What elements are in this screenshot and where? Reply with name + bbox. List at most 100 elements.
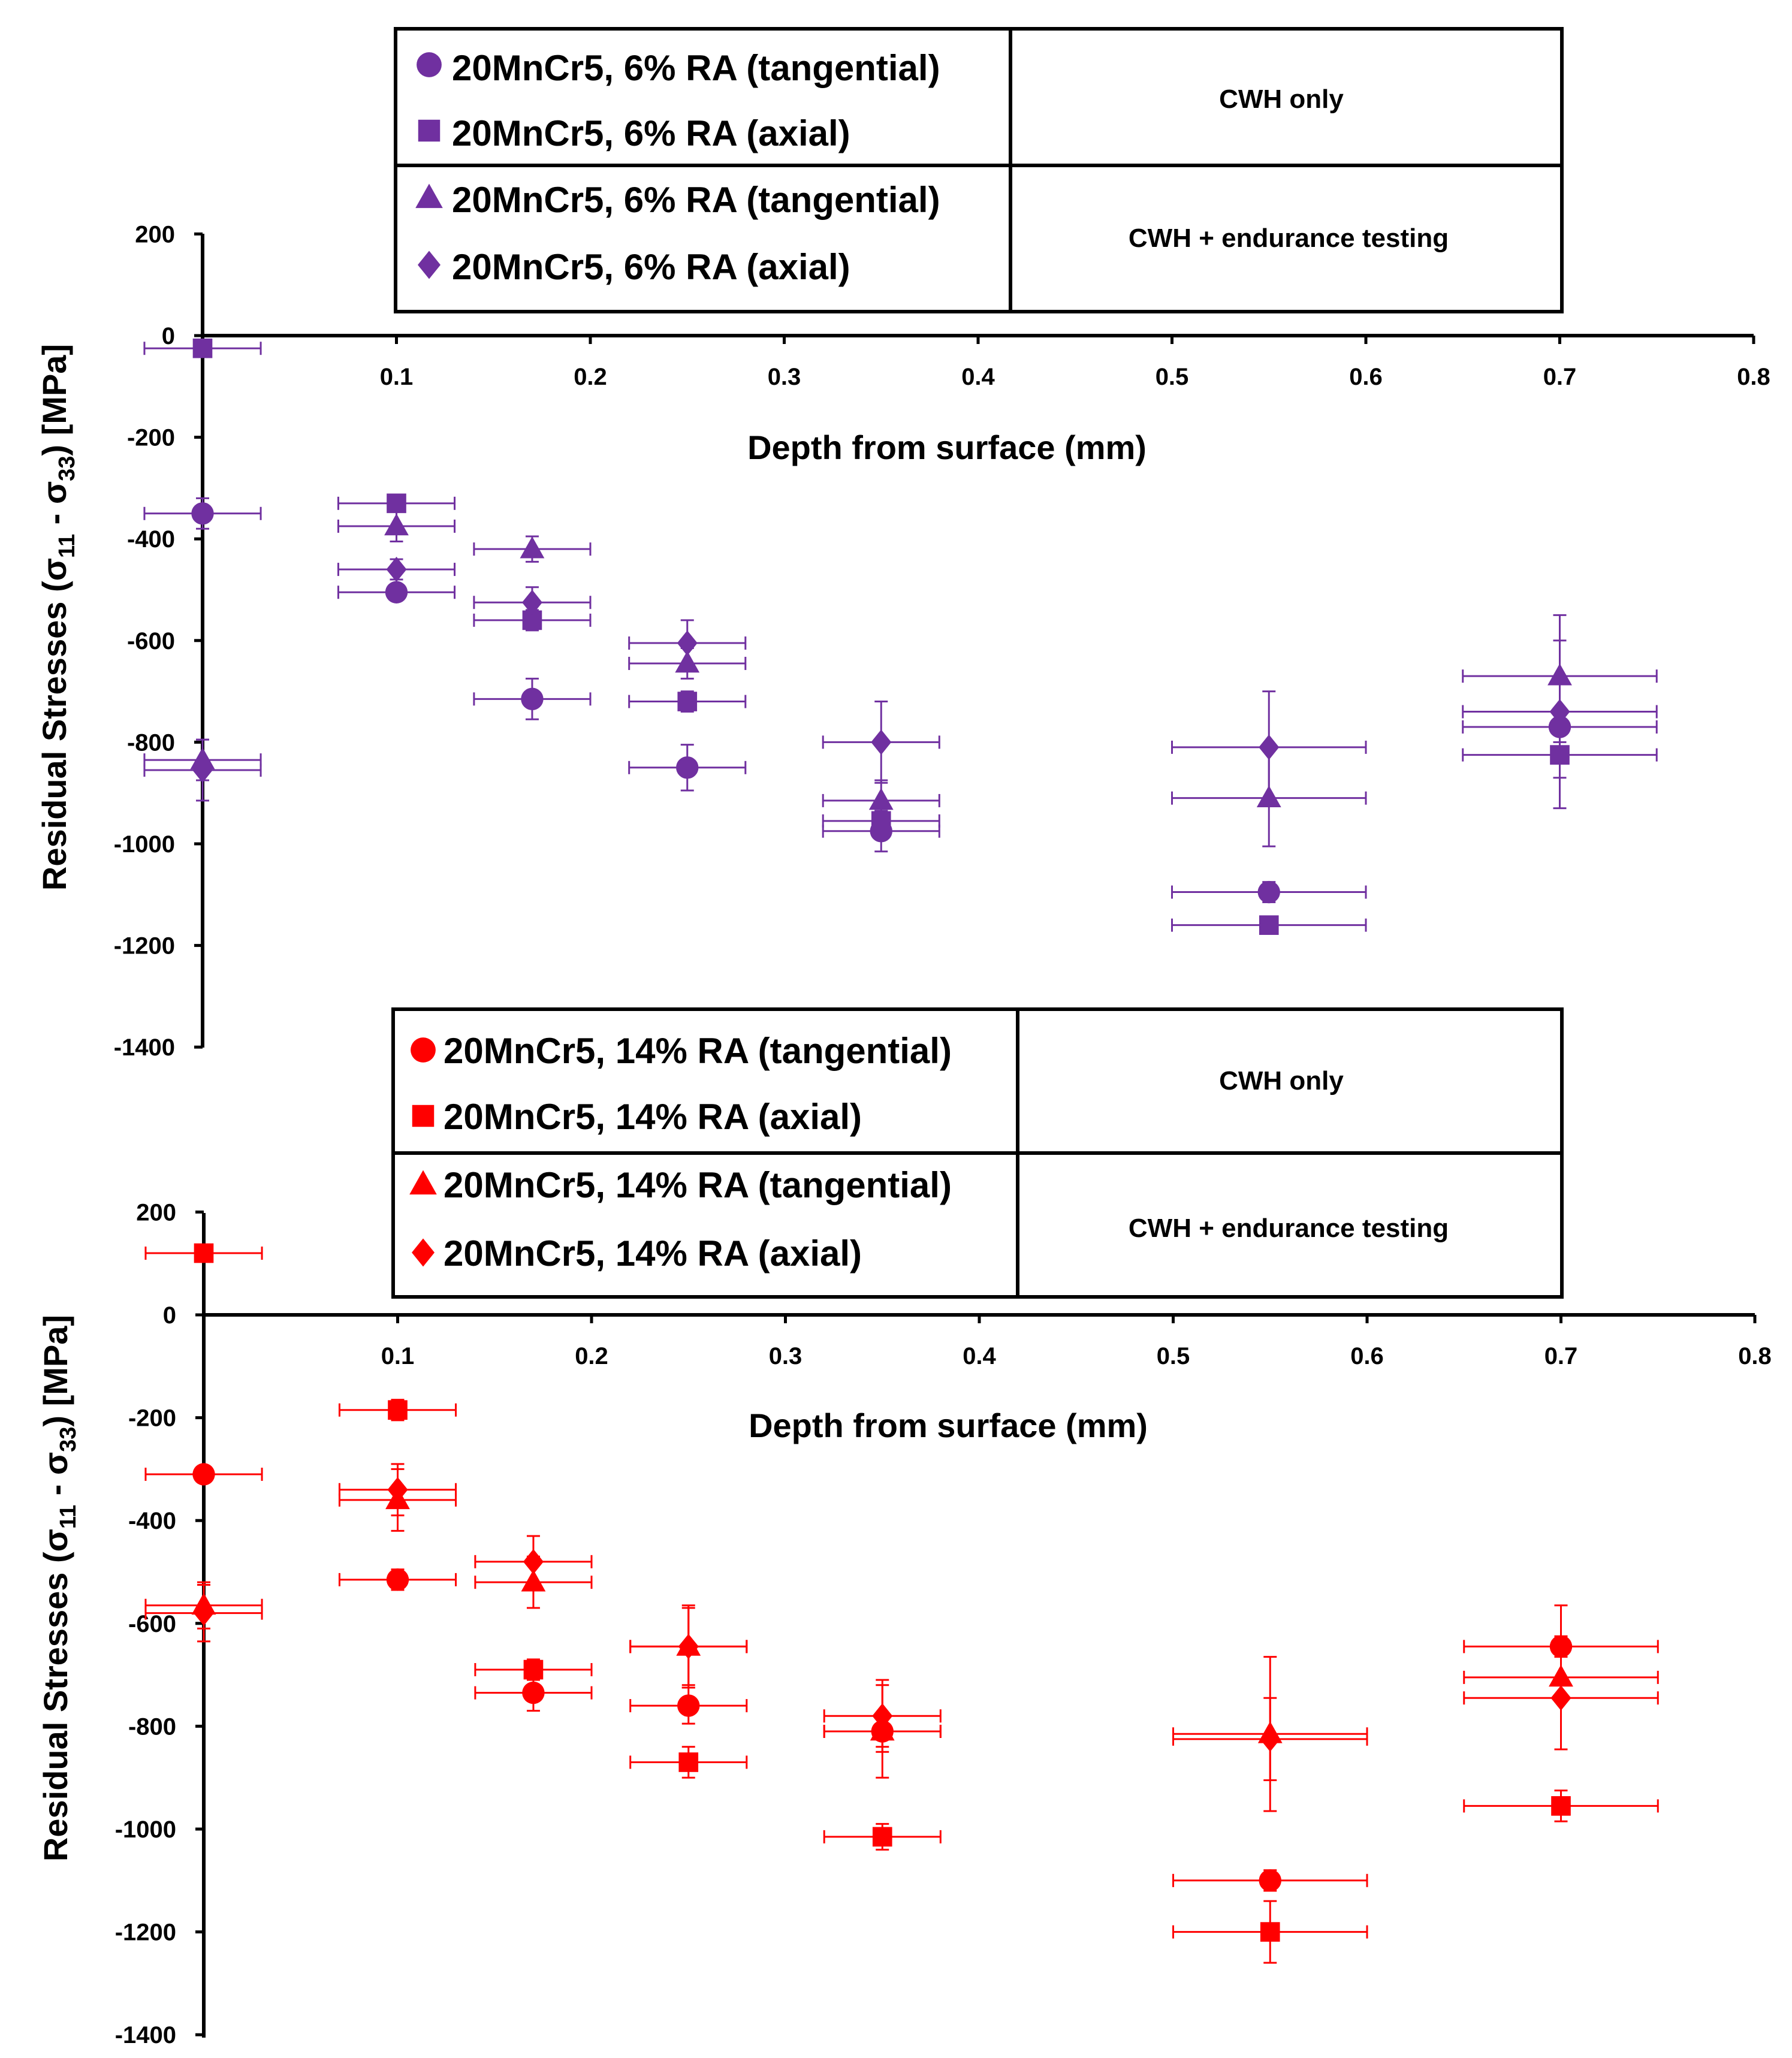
y-axis-label: Residual Stresses (σ11 - σ33) [MPa] — [37, 1315, 81, 1861]
data-marker-square — [872, 1827, 892, 1847]
x-tick-label: 0.6 — [1349, 364, 1383, 390]
legend-marker-square — [412, 1105, 435, 1127]
x-tick-label: 0.3 — [769, 1343, 803, 1369]
data-point — [474, 1658, 593, 1681]
data-marker-triangle — [520, 536, 545, 559]
legend-marker-triangle — [415, 183, 443, 209]
data-point — [628, 619, 747, 667]
legend-entry-tangential-endurance: 20MnCr5, 6% RA (tangential) — [452, 180, 940, 220]
x-tick-label: 0.5 — [1156, 364, 1189, 390]
legend-marker-diamond — [418, 251, 441, 279]
data-marker-square — [1551, 1796, 1571, 1816]
chart-top: 20MnCr5, 6% RA (tangential) 20MnCr5, 6% … — [35, 27, 1770, 1061]
data-point — [1463, 1790, 1659, 1822]
data-marker-diamond — [521, 590, 542, 615]
y-axis-label: Residual Stresses (σ11 - σ33) [MPa] — [35, 344, 80, 891]
data-marker-square — [1259, 915, 1279, 935]
data-marker-square — [678, 1752, 699, 1772]
y-axis-label-part: Residual Stresses (σ — [37, 1529, 74, 1861]
data-point — [337, 493, 456, 514]
legend-condition-cwh-endurance: CWH + endurance testing — [1129, 1214, 1449, 1243]
y-tick-label: -800 — [128, 1713, 176, 1740]
chart-bottom: 20MnCr5, 14% RA (tangential) 20MnCr5, 14… — [37, 1007, 1772, 2048]
y-tick-label: -400 — [128, 1508, 176, 1534]
legend-marker-triangle — [409, 1170, 437, 1195]
legend-marker-square — [418, 119, 441, 142]
data-marker-square — [1260, 1922, 1280, 1942]
legend-marker-circle — [411, 1037, 436, 1063]
y-axis-label-subscript: 33 — [55, 456, 80, 481]
x-tick-label: 0.7 — [1544, 1343, 1578, 1369]
data-point — [473, 586, 592, 619]
data-point — [823, 1679, 942, 1753]
y-tick-label: 200 — [136, 1199, 176, 1226]
legend-entry-tangential-cwh: 20MnCr5, 14% RA (tangential) — [444, 1031, 952, 1071]
data-marker-diamond — [677, 630, 698, 656]
data-point — [629, 1746, 748, 1779]
legend-entry-tangential-cwh: 20MnCr5, 6% RA (tangential) — [452, 48, 940, 88]
x-tick-label: 0.8 — [1738, 1343, 1772, 1369]
x-tick-label: 0.2 — [575, 1343, 608, 1369]
data-point — [1171, 880, 1367, 904]
data-marker-circle — [677, 1694, 700, 1717]
legend-entry-axial-cwh: 20MnCr5, 6% RA (axial) — [452, 113, 850, 153]
data-point — [473, 535, 592, 563]
x-axis-label: Depth from surface (mm) — [749, 1407, 1148, 1444]
data-marker-diamond — [871, 729, 892, 755]
data-marker-square — [677, 692, 698, 711]
legend-condition-cwh-only: CWH only — [1219, 1066, 1344, 1096]
data-marker-diamond — [678, 1634, 699, 1659]
legend-marker-square — [412, 1105, 435, 1127]
y-tick-label: -400 — [127, 526, 175, 553]
y-axis-label-part: ) [MPa] — [37, 1315, 74, 1427]
data-point — [144, 1243, 263, 1263]
data-point — [474, 1535, 593, 1589]
data-marker-circle — [522, 1681, 545, 1704]
x-tick-label: 0.5 — [1157, 1343, 1190, 1369]
data-point — [823, 1822, 942, 1851]
axes-top: 0.1 0.2 0.3 0.4 0.5 0.6 0.7 0.8 200 0 -2… — [35, 221, 1770, 1061]
data-marker-circle — [191, 502, 214, 525]
y-axis-label-part: - σ — [37, 1452, 74, 1505]
legend-marker-circle — [417, 52, 442, 77]
y-tick-label: -1200 — [115, 1920, 176, 1946]
x-tick-label: 0.4 — [963, 1343, 996, 1369]
plot-area-top — [143, 338, 1658, 935]
x-tick-label: 0.1 — [380, 364, 414, 390]
y-axis-label-subscript: 11 — [56, 1505, 81, 1529]
plot-area-bottom — [144, 1243, 1659, 1964]
data-point — [629, 1686, 748, 1725]
data-point — [1172, 1900, 1368, 1964]
data-marker-square — [523, 1659, 544, 1680]
data-marker-triangle — [868, 787, 894, 810]
y-tick-label: -200 — [127, 425, 175, 451]
data-marker-square — [194, 1243, 214, 1263]
y-tick-label: -600 — [127, 628, 175, 654]
data-marker-diamond — [1550, 1685, 1571, 1711]
data-marker-circle — [1257, 880, 1280, 904]
data-marker-diamond — [387, 1477, 408, 1502]
data-point — [1171, 915, 1367, 935]
data-marker-diamond — [1259, 734, 1280, 760]
legend-frame — [394, 27, 1564, 313]
y-tick-label: 0 — [163, 1302, 176, 1329]
data-point — [143, 738, 262, 802]
data-marker-diamond — [386, 557, 407, 583]
data-point — [628, 744, 747, 792]
data-point — [1462, 614, 1658, 810]
data-marker-circle — [1259, 1869, 1281, 1892]
legend-entry-axial-endurance: 20MnCr5, 14% RA (axial) — [444, 1233, 862, 1274]
x-tick-label: 0.6 — [1350, 1343, 1384, 1369]
legend-top: 20MnCr5, 6% RA (tangential) 20MnCr5, 6% … — [394, 27, 1564, 313]
data-point — [143, 497, 262, 530]
y-tick-label: 0 — [162, 323, 175, 349]
y-tick-label: -1400 — [114, 1034, 175, 1061]
y-tick-label: -800 — [127, 729, 175, 756]
y-axis-label-subscript: 11 — [55, 534, 80, 558]
legend-marker-triangle — [415, 183, 443, 209]
legend-condition-cwh-endurance: CWH + endurance testing — [1129, 224, 1449, 253]
data-point — [1172, 1869, 1368, 1892]
data-point — [338, 1399, 457, 1422]
data-marker-square — [192, 338, 213, 358]
